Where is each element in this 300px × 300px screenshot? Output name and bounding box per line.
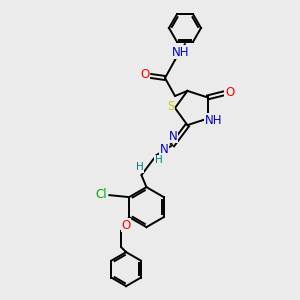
Text: H: H: [154, 155, 162, 165]
Text: O: O: [122, 219, 131, 232]
Text: H: H: [136, 162, 143, 172]
Text: Cl: Cl: [95, 188, 107, 201]
Text: NH: NH: [172, 46, 190, 59]
Text: O: O: [225, 86, 234, 99]
Text: S: S: [167, 100, 175, 113]
Text: NH: NH: [205, 114, 222, 127]
Text: N: N: [160, 142, 169, 156]
Text: O: O: [140, 68, 150, 80]
Text: N: N: [169, 130, 178, 142]
